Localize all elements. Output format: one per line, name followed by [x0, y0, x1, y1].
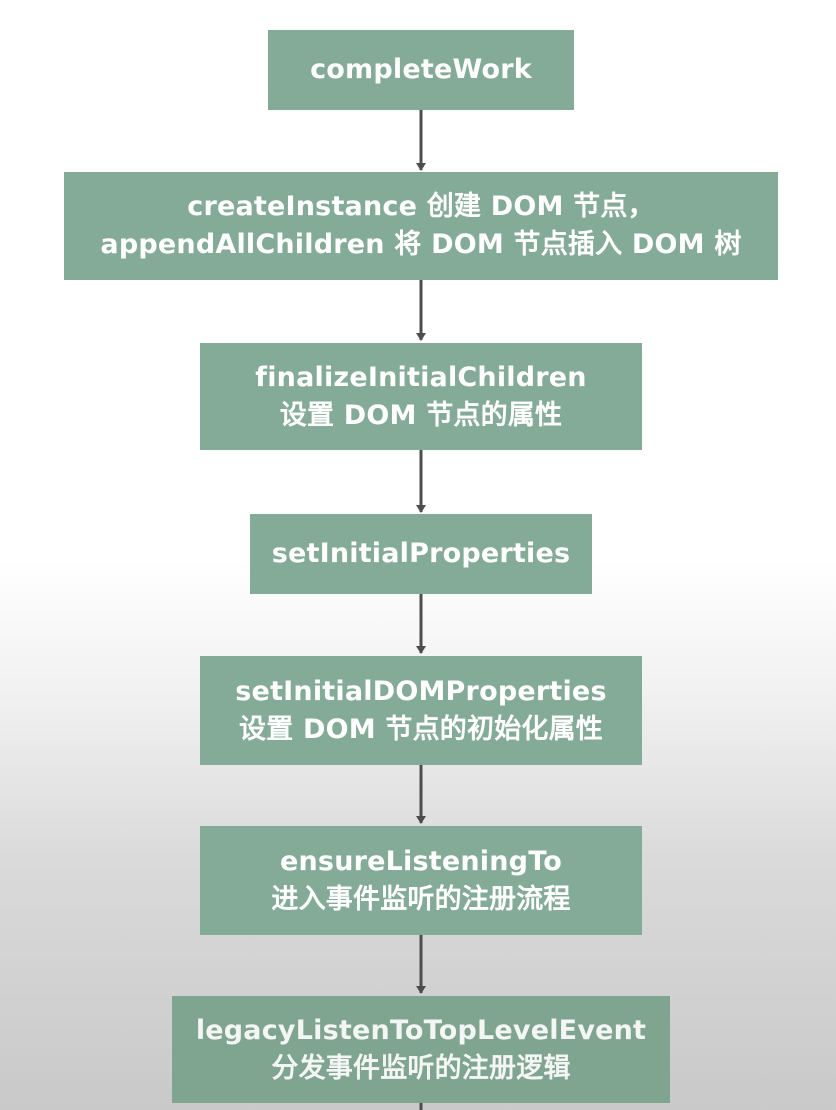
step-3-line-1: finalizeInitialChildren [255, 361, 587, 393]
step-set-initial-dom-properties: setInitialDOMProperties 设置 DOM 节点的初始化属性 [200, 656, 642, 765]
step-6-line-1: ensureListeningTo [279, 845, 562, 877]
step-7-line-2: 分发事件监听的注册逻辑 [271, 1052, 571, 1084]
step-set-initial-properties: setInitialProperties [250, 514, 592, 594]
step-finalize-initial-children: finalizeInitialChildren 设置 DOM 节点的属性 [200, 343, 642, 450]
step-5-line-2: 设置 DOM 节点的初始化属性 [238, 713, 604, 745]
step-5-line-1: setInitialDOMProperties [235, 675, 607, 707]
step-1-line-1: completeWork [310, 54, 532, 85]
step-4-line-1: setInitialProperties [271, 538, 571, 569]
step-complete-work: completeWork [268, 30, 574, 110]
step-2-line-1: createInstance 创建 DOM 节点， [187, 191, 655, 222]
step-7-line-1: legacyListenToTopLevelEvent [195, 1014, 647, 1046]
step-legacy-listen-to-top-level-event: legacyListenToTopLevelEvent 分发事件监听的注册逻辑 [172, 996, 670, 1103]
step-6-line-2: 进入事件监听的注册流程 [271, 883, 571, 915]
step-2-line-2: appendAllChildren 将 DOM 节点插入 DOM 树 [100, 229, 742, 260]
step-3-line-2: 设置 DOM 节点的属性 [279, 399, 563, 431]
step-ensure-listening-to: ensureListeningTo 进入事件监听的注册流程 [200, 826, 642, 935]
step-create-instance: createInstance 创建 DOM 节点， appendAllChild… [64, 172, 778, 280]
